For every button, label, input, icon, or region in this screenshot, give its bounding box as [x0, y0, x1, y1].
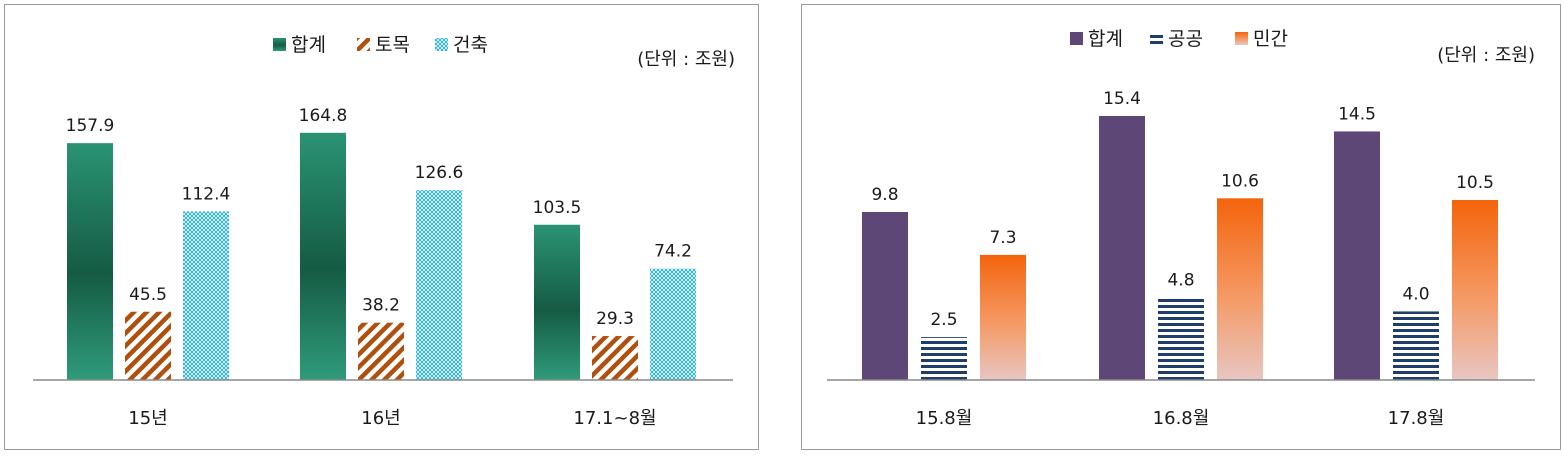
data-label-1-2: 126.6 — [415, 163, 464, 183]
category-label-1: 16.8월 — [1153, 408, 1210, 429]
category-label-0: 15년 — [128, 408, 167, 429]
legend: 합계 공공 민간 — [1070, 28, 1288, 50]
data-label-0-2: 7.3 — [989, 228, 1016, 248]
data-label-1-0: 164.8 — [299, 106, 348, 126]
legend-swatch-0 — [1070, 32, 1083, 45]
bar-0-1 — [921, 337, 967, 380]
legend-label-0: 합계 — [291, 34, 326, 56]
chart-panel-august-orders: 합계 공공 민간 (단위 : 조원) 9.8 2.5 7.3 15.8월 15.4 4.8 10.6… — [801, 4, 1561, 450]
data-label-2-1: 29.3 — [596, 309, 634, 329]
legend-label-2: 민간 — [1253, 28, 1288, 50]
legend-label-1: 공공 — [1168, 28, 1203, 50]
category-label-1: 16년 — [361, 408, 400, 429]
bar-1-1 — [1158, 297, 1204, 380]
data-label-2-2: 74.2 — [654, 242, 692, 262]
data-label-2-0: 14.5 — [1338, 104, 1376, 124]
legend-swatch-1 — [357, 38, 370, 51]
legend-label-1: 토목 — [375, 34, 410, 56]
data-label-2-2: 10.5 — [1456, 173, 1494, 193]
bar-1-0 — [300, 132, 346, 380]
bar-0-1 — [125, 311, 171, 380]
chart-august-orders: 합계 공공 민간 (단위 : 조원) 9.8 2.5 7.3 15.8월 15.4 4.8 10.6… — [827, 28, 1535, 429]
legend-swatch-0 — [273, 38, 286, 51]
bar-1-1 — [358, 322, 404, 380]
category-label-0: 15.8월 — [916, 408, 973, 429]
bar-2-1 — [592, 336, 638, 380]
bar-2-0 — [1334, 131, 1380, 380]
data-label-1-2: 10.6 — [1221, 171, 1259, 191]
legend: 합계 토목 건축 — [273, 34, 488, 56]
unit-note: (단위 : 조원) — [1437, 45, 1535, 66]
bar-2-2 — [650, 268, 696, 380]
data-label-2-0: 103.5 — [533, 198, 582, 218]
data-label-0-1: 2.5 — [930, 310, 957, 330]
bar-0-0 — [67, 143, 113, 380]
bar-2-1 — [1393, 311, 1439, 380]
bar-0-2 — [183, 211, 229, 380]
data-label-0-0: 157.9 — [66, 116, 115, 136]
data-label-0-1: 45.5 — [129, 285, 167, 305]
legend-label-2: 건축 — [453, 34, 488, 56]
legend-label-0: 합계 — [1088, 28, 1123, 50]
legend-swatch-1 — [1150, 32, 1163, 45]
bar-1-2 — [1217, 198, 1263, 380]
bar-0-0 — [862, 212, 908, 380]
bar-2-0 — [534, 224, 580, 380]
chart-panel-construction-orders: 합계 토목 건축 (단위 : 조원) 157.9 45.5 112.4 15년 164.8 38.… — [4, 4, 759, 450]
data-label-1-1: 4.8 — [1167, 271, 1194, 291]
data-label-1-0: 15.4 — [1103, 89, 1141, 109]
data-label-2-1: 4.0 — [1402, 284, 1429, 304]
data-label-0-0: 9.8 — [871, 185, 898, 205]
unit-note: (단위 : 조원) — [637, 49, 735, 70]
bar-0-2 — [980, 254, 1026, 380]
bar-2-2 — [1452, 200, 1498, 380]
bar-1-0 — [1099, 116, 1145, 380]
data-label-0-2: 112.4 — [182, 184, 231, 204]
data-label-1-1: 38.2 — [362, 296, 400, 316]
category-label-2: 17.1~8월 — [573, 408, 656, 429]
legend-swatch-2 — [435, 38, 448, 51]
bar-1-2 — [416, 190, 462, 380]
chart-construction-orders: 합계 토목 건축 (단위 : 조원) 157.9 45.5 112.4 15년 164.8 38.… — [33, 34, 735, 429]
legend-swatch-2 — [1235, 32, 1248, 45]
category-label-2: 17.8월 — [1388, 408, 1445, 429]
